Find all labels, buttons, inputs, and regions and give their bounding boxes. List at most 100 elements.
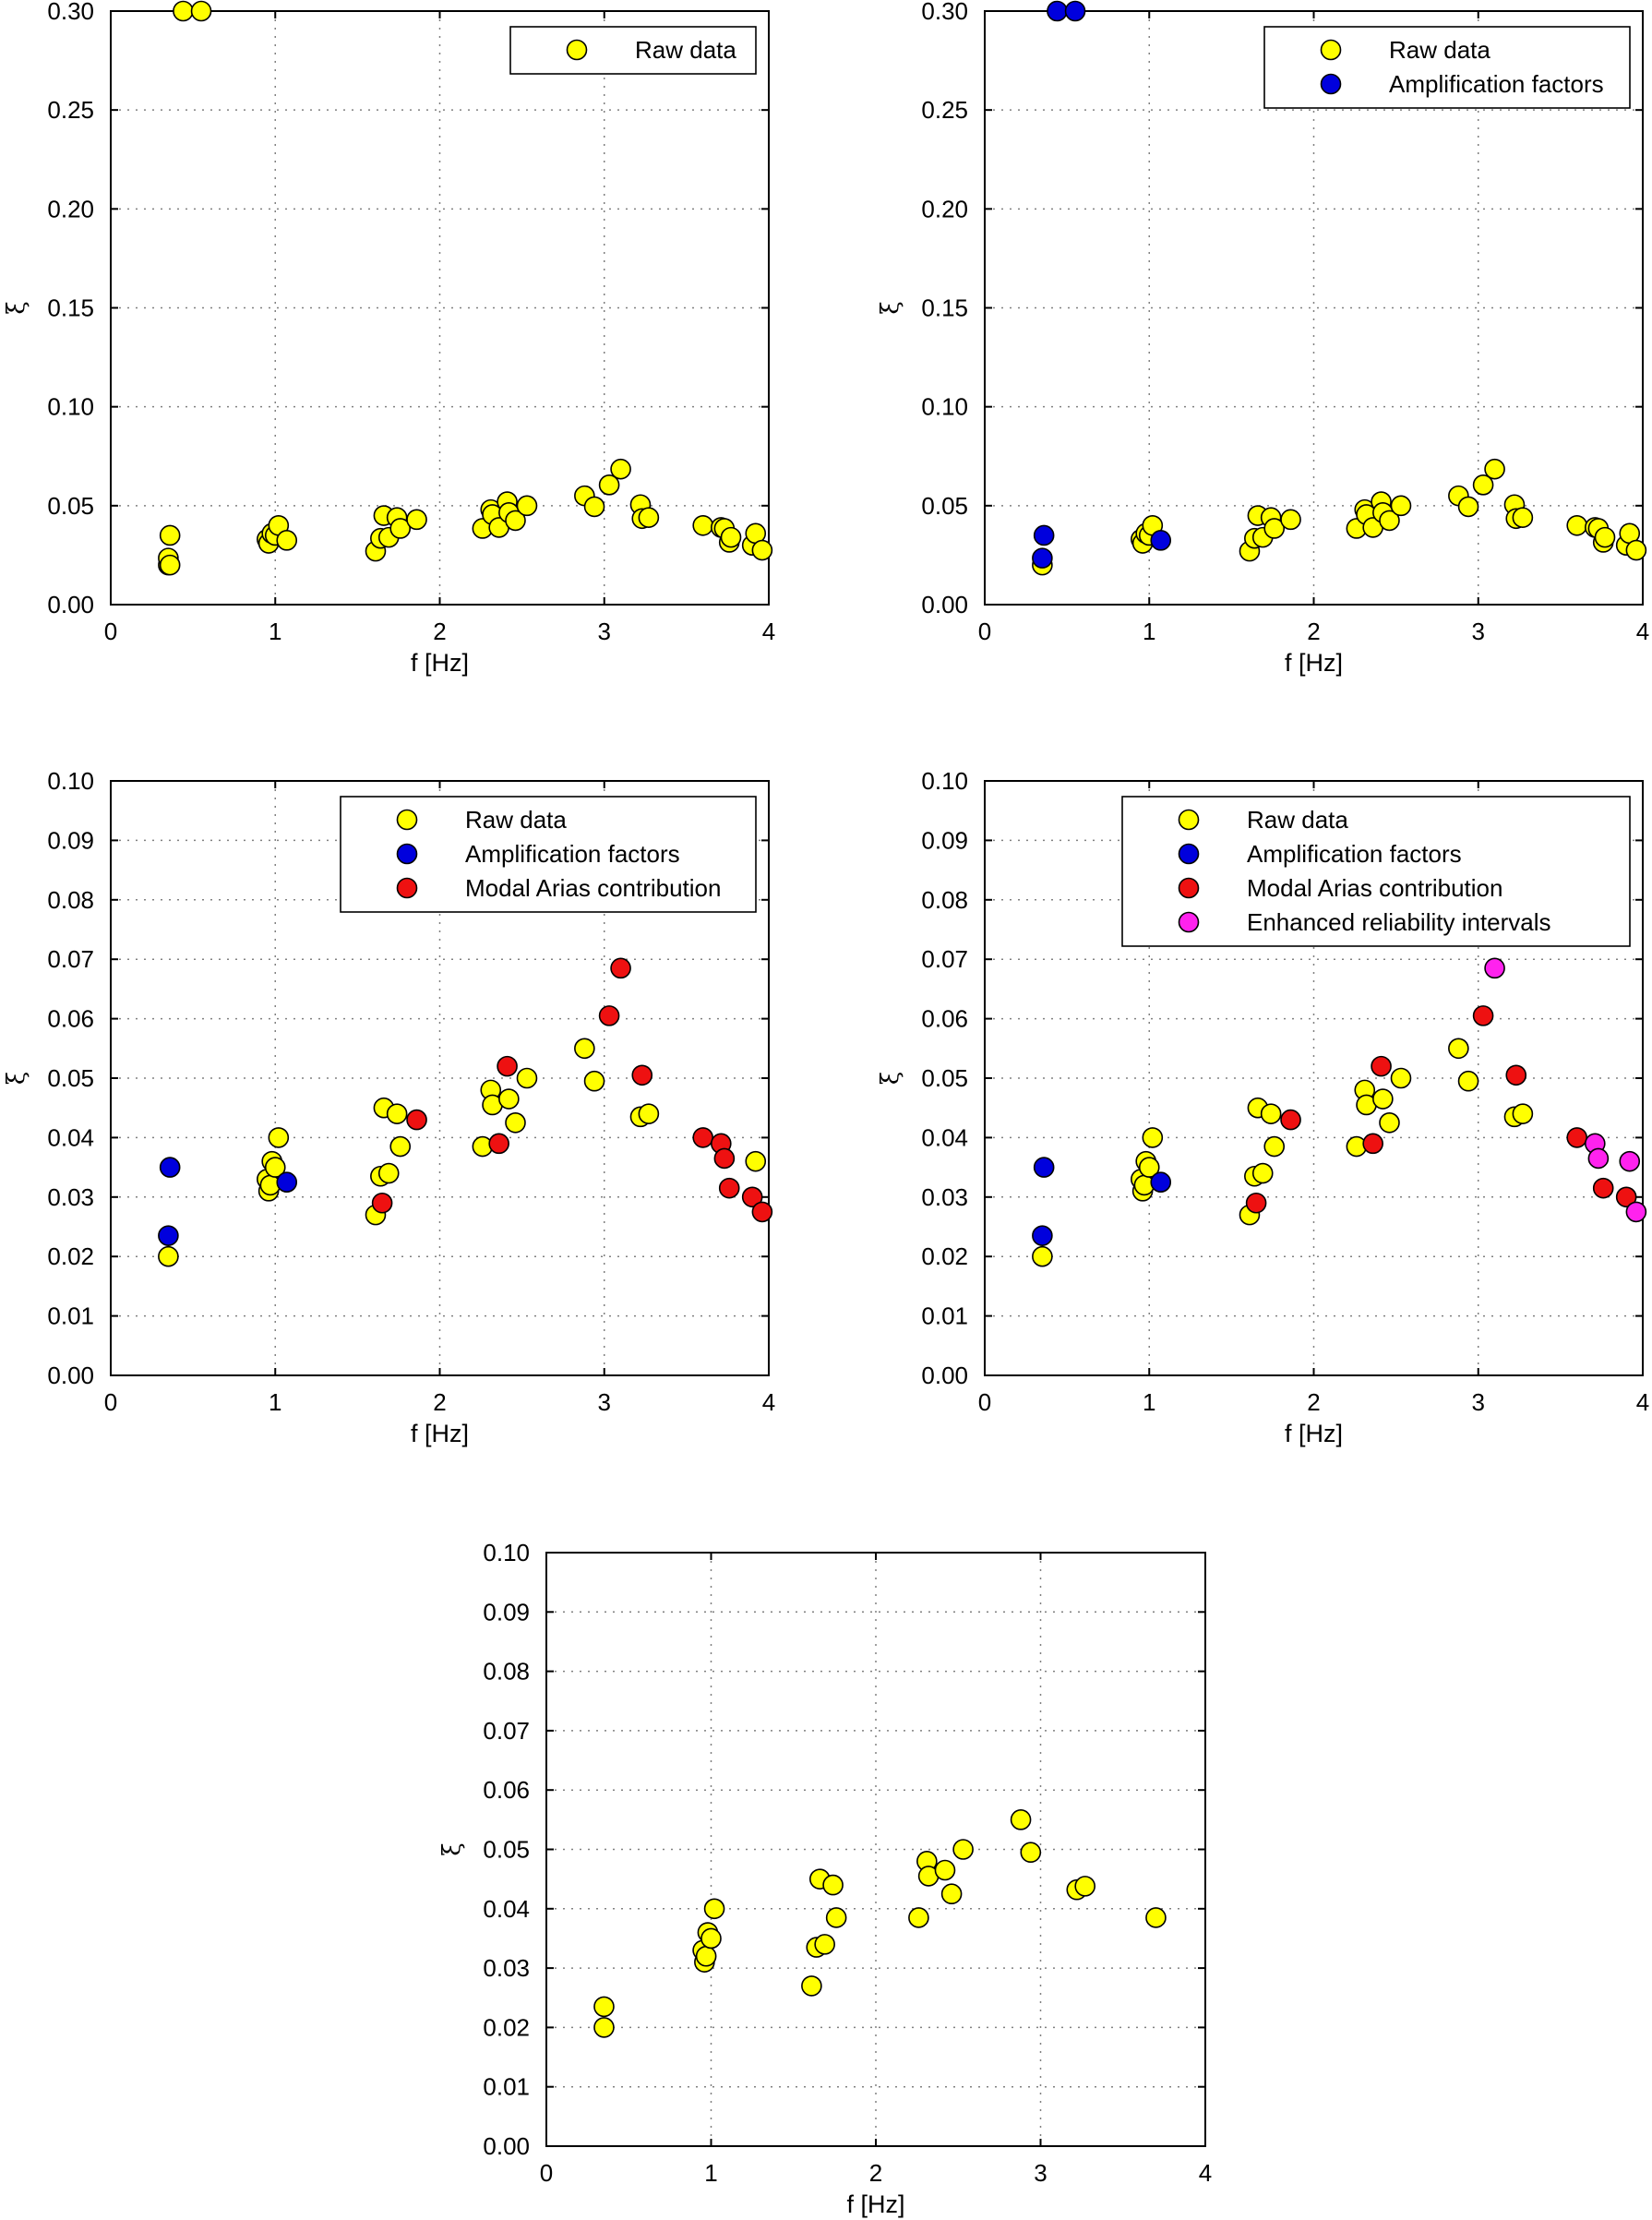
- data-point-raw: [1596, 528, 1615, 547]
- x-tick-label: 4: [762, 1388, 775, 1416]
- data-point-amplification: [1151, 531, 1170, 550]
- legend-label: Modal Arias contribution: [1247, 874, 1502, 902]
- data-point-raw: [277, 531, 296, 550]
- y-tick-label: 0.20: [47, 195, 94, 222]
- data-point-raw: [1264, 1137, 1284, 1157]
- data-point-arias: [1594, 1179, 1613, 1198]
- y-tick-label: 0.09: [47, 826, 94, 854]
- y-tick-label: 0.04: [47, 1123, 94, 1151]
- data-point-raw: [499, 1089, 519, 1109]
- legend-marker-arias: [398, 879, 417, 898]
- data-point-arias: [693, 1128, 712, 1147]
- data-point-raw: [1012, 1810, 1031, 1830]
- data-point-raw: [388, 1104, 407, 1123]
- data-point-arias: [752, 1202, 772, 1221]
- legend-marker-amplification: [1179, 845, 1199, 864]
- x-tick-label: 0: [978, 1388, 991, 1416]
- x-tick-label: 3: [1472, 618, 1485, 645]
- x-tick-label: 3: [1472, 1388, 1485, 1416]
- x-tick-label: 4: [1636, 618, 1649, 645]
- y-tick-label: 0.10: [921, 393, 968, 421]
- data-point-raw: [1033, 1247, 1052, 1266]
- data-point-raw: [827, 1908, 846, 1927]
- y-tick-label: 0.01: [921, 1302, 968, 1330]
- y-tick-label: 0.03: [921, 1183, 968, 1211]
- y-tick-label: 0.01: [483, 2073, 530, 2101]
- data-point-arias: [1363, 1134, 1383, 1153]
- data-point-raw: [701, 1928, 721, 1948]
- x-axis-label: f [Hz]: [411, 649, 469, 677]
- y-tick-label: 0.04: [483, 1895, 530, 1923]
- data-point-amplification: [1033, 1226, 1052, 1245]
- data-point-raw: [935, 1861, 954, 1880]
- data-point-amplification: [1047, 2, 1067, 21]
- plot-frame: [111, 11, 769, 605]
- data-point-raw: [1485, 460, 1504, 479]
- y-axis-label: ξ: [877, 301, 904, 314]
- panel-d: 0 1 2 3 4 0.00 0.01 0.02 0.03 0.04 0.05 0.06 0.07 0.0…: [877, 767, 1649, 1447]
- data-point-arias: [1281, 1110, 1300, 1130]
- y-tick-label: 0.08: [921, 886, 968, 914]
- data-point-raw: [611, 460, 630, 479]
- data-point-enhanced: [1620, 1152, 1639, 1171]
- legend-marker-raw: [1179, 810, 1199, 830]
- x-tick-label: 1: [1143, 618, 1155, 645]
- data-point-raw: [1143, 1128, 1162, 1147]
- data-point-arias: [600, 1006, 619, 1026]
- data-point-arias: [373, 1194, 392, 1213]
- y-axis-label: ξ: [3, 301, 30, 314]
- y-tick-label: 0.07: [483, 1717, 530, 1745]
- data-point-raw: [1380, 1113, 1399, 1133]
- y-tick-label: 0.00: [47, 591, 94, 618]
- legend-label: Amplification factors: [1389, 70, 1604, 98]
- y-tick-label: 0.25: [47, 96, 94, 124]
- data-point-arias: [632, 1065, 652, 1085]
- x-tick-label: 3: [598, 618, 611, 645]
- legend-label: Amplification factors: [1247, 840, 1462, 868]
- y-tick-label: 0.09: [921, 826, 968, 854]
- legend-marker-amplification: [1322, 75, 1341, 94]
- x-tick-label: 0: [104, 618, 117, 645]
- y-tick-label: 0.10: [47, 393, 94, 421]
- data-point-raw: [815, 1935, 834, 1954]
- y-tick-label: 0.30: [47, 0, 94, 25]
- data-point-raw: [407, 510, 426, 529]
- y-axis-label: ξ: [3, 1072, 30, 1085]
- legend-marker-raw: [398, 810, 417, 830]
- x-tick-label: 4: [762, 618, 775, 645]
- data-point-raw: [909, 1908, 928, 1927]
- data-point-enhanced: [1588, 1148, 1608, 1168]
- legend: Raw dataAmplification factors: [1264, 27, 1630, 108]
- data-point-raw: [517, 496, 536, 515]
- x-axis-label: f [Hz]: [1285, 649, 1343, 677]
- data-point-arias: [1371, 1057, 1391, 1076]
- data-point-raw: [506, 1113, 525, 1133]
- data-point-arias: [489, 1134, 509, 1153]
- data-point-raw: [1513, 1104, 1532, 1123]
- data-point-raw: [693, 516, 712, 535]
- x-tick-label: 0: [978, 618, 991, 645]
- panel-a: 0 1 2 3 4 0.00 0.05 0.10 0.15 0.20 0.25 0.30 f [Hz] ξ…: [3, 0, 775, 677]
- data-point-arias: [1474, 1006, 1493, 1026]
- data-point-raw: [594, 2018, 614, 2037]
- data-point-raw: [746, 1152, 765, 1171]
- x-tick-label: 3: [598, 1388, 611, 1416]
- data-point-amplification: [1035, 525, 1054, 545]
- y-tick-label: 0.10: [921, 767, 968, 795]
- data-point-arias: [497, 1057, 517, 1076]
- y-tick-label: 0.00: [47, 1362, 94, 1389]
- data-point-arias: [714, 1148, 734, 1168]
- y-axis-label: ξ: [438, 1842, 466, 1855]
- y-tick-label: 0.03: [483, 1954, 530, 1982]
- data-point-raw: [1146, 1908, 1166, 1927]
- y-tick-label: 0.07: [921, 945, 968, 973]
- y-tick-label: 0.04: [921, 1123, 968, 1151]
- data-point-raw: [1021, 1842, 1040, 1862]
- data-point-raw: [379, 1164, 399, 1183]
- legend-label: Amplification factors: [465, 840, 680, 868]
- legend-marker-arias: [1179, 879, 1199, 898]
- x-tick-label: 4: [1636, 1388, 1649, 1416]
- data-point-arias: [1247, 1194, 1266, 1213]
- data-point-arias: [1567, 1128, 1586, 1147]
- x-tick-label: 2: [869, 2159, 882, 2187]
